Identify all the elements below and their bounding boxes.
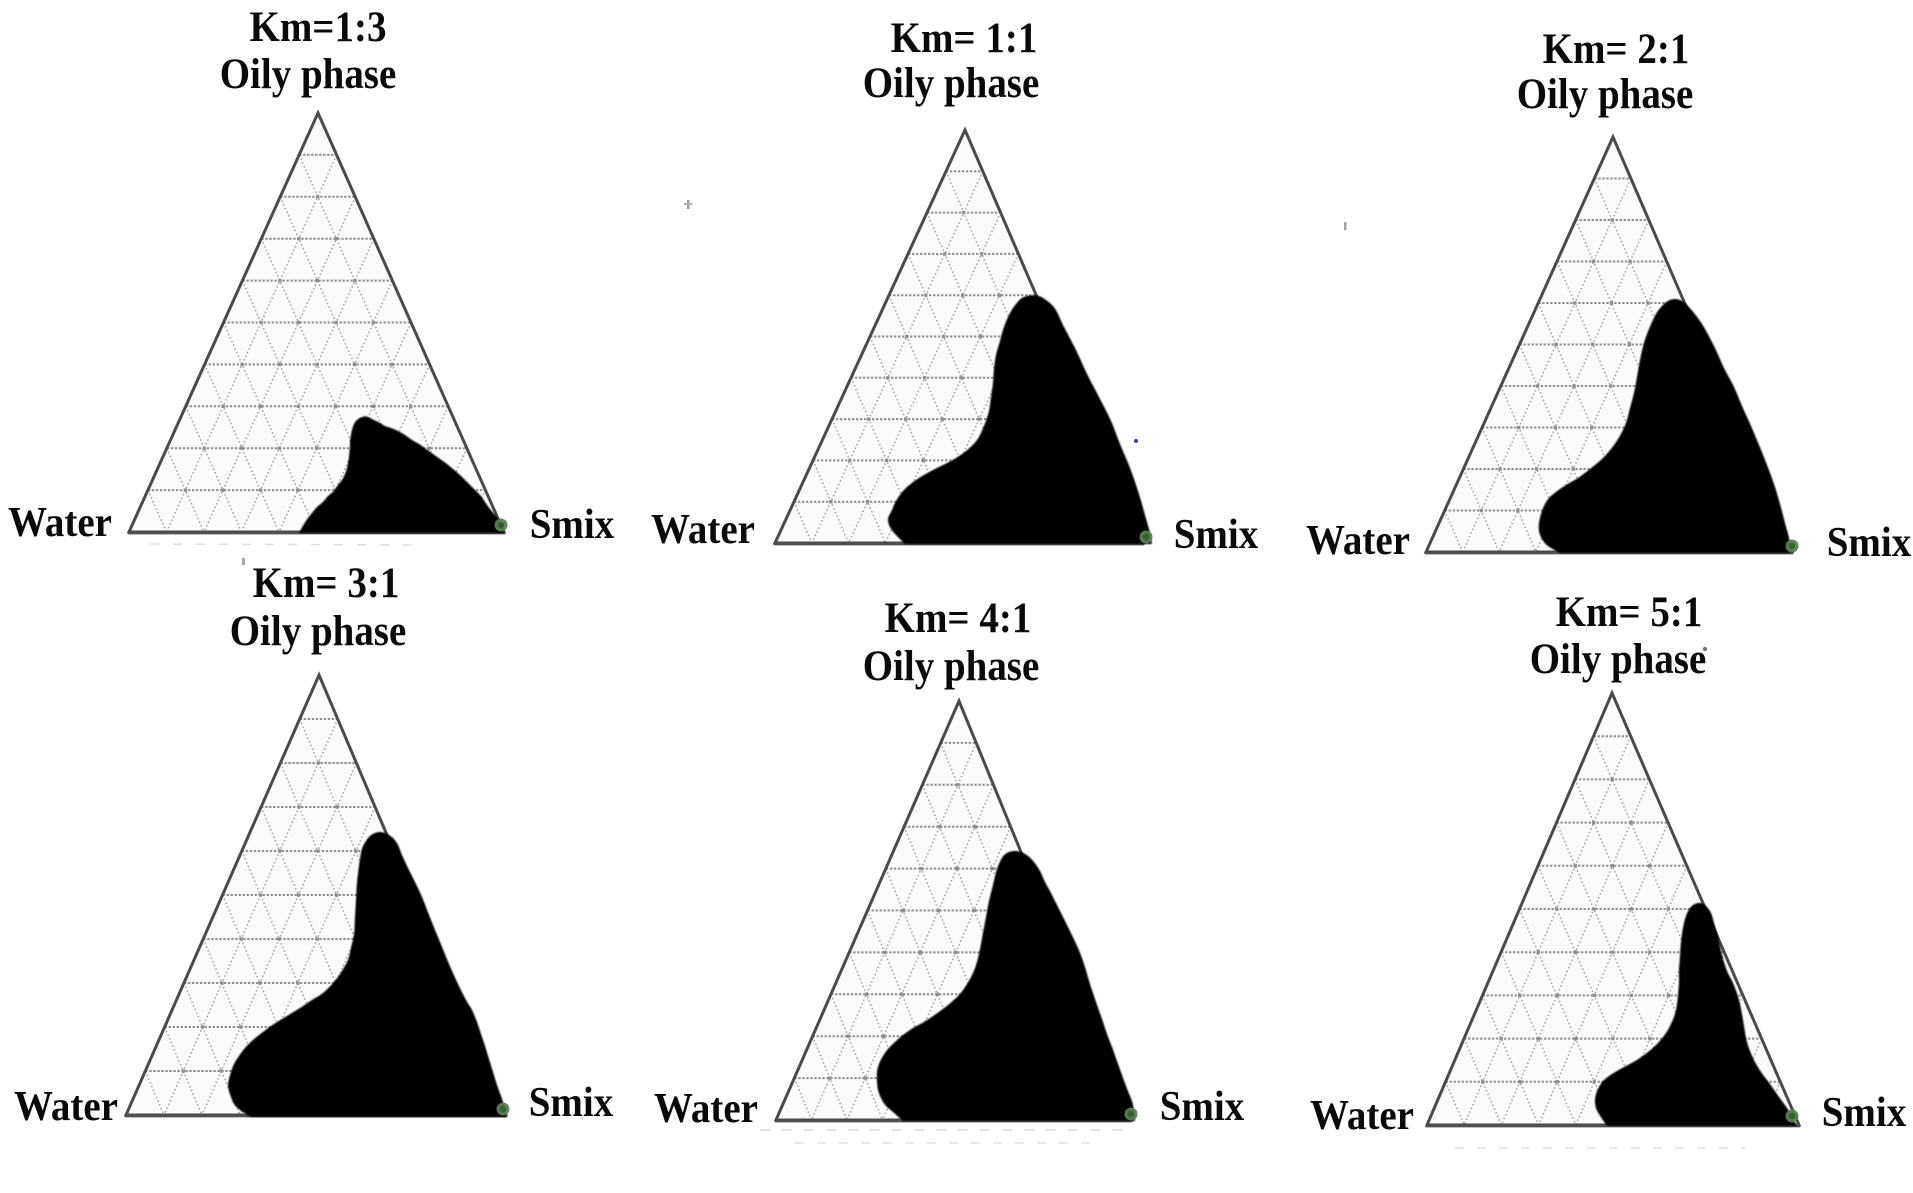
svg-text:Smix: Smix (529, 1079, 614, 1126)
svg-text:Water: Water (654, 1085, 758, 1132)
svg-text:Water: Water (1310, 1092, 1414, 1139)
svg-text:Smix: Smix (1160, 1083, 1245, 1130)
svg-text:Smix: Smix (1174, 511, 1259, 558)
svg-text:Km= 3:1: Km= 3:1 (253, 558, 400, 607)
svg-text:Oily phase: Oily phase (220, 49, 397, 98)
svg-text:Km= 5:1: Km= 5:1 (1556, 587, 1703, 636)
svg-text:Smix: Smix (1822, 1089, 1907, 1136)
svg-text:Water: Water (651, 506, 755, 553)
svg-text:Water: Water (1306, 517, 1410, 564)
svg-text:Water: Water (8, 499, 112, 546)
svg-text:Smix: Smix (530, 501, 615, 548)
svg-text:Smix: Smix (1827, 519, 1912, 566)
svg-text:Km= 4:1: Km= 4:1 (885, 593, 1032, 642)
svg-text:Oily phase: Oily phase (1530, 634, 1707, 683)
svg-text:Oily phase: Oily phase (1517, 69, 1694, 118)
svg-text:Oily phase: Oily phase (863, 58, 1040, 107)
svg-text:Oily phase: Oily phase (230, 606, 407, 655)
svg-text:Km=1:3: Km=1:3 (250, 2, 387, 51)
svg-text:Oily phase: Oily phase (863, 641, 1040, 690)
svg-text:Water: Water (14, 1083, 118, 1130)
svg-text:Km= 2:1: Km= 2:1 (1543, 24, 1690, 73)
svg-text:Km= 1:1: Km= 1:1 (891, 13, 1038, 62)
